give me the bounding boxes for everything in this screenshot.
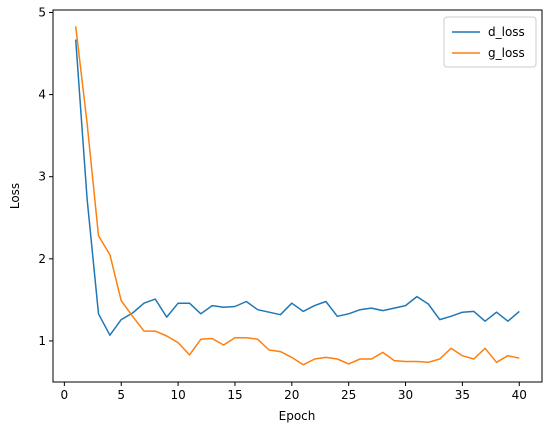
plot-lines: [74, 26, 520, 366]
x-tick-label: 0: [61, 388, 69, 402]
x-axis-label: Epoch: [279, 409, 316, 423]
x-tick-label: 15: [227, 388, 242, 402]
legend-label: g_loss: [488, 46, 525, 60]
x-axis-ticks: 0 5 10 15 20 25 30 35 40: [61, 382, 527, 402]
legend: d_loss g_loss: [443, 16, 537, 68]
y-tick-label: 4: [38, 88, 46, 102]
x-tick-label: 5: [117, 388, 125, 402]
series-line-g-loss: [74, 26, 520, 366]
y-tick-label: 1: [38, 334, 46, 348]
y-tick-label: 3: [38, 170, 46, 184]
x-tick-label: 40: [512, 388, 527, 402]
x-tick-label: 10: [170, 388, 185, 402]
y-tick-label: 2: [38, 252, 46, 266]
x-tick-label: 25: [341, 388, 356, 402]
x-tick-label: 30: [398, 388, 413, 402]
y-axis-ticks: 1 2 3 4 5: [38, 5, 53, 348]
x-tick-label: 20: [284, 388, 299, 402]
y-tick-label: 5: [38, 5, 46, 19]
series-line-d-loss: [74, 39, 520, 336]
x-tick-label: 35: [455, 388, 470, 402]
legend-label: d_loss: [488, 25, 525, 39]
legend-box: [443, 16, 537, 68]
plot-frame: [52, 9, 543, 383]
y-axis-label: Loss: [8, 183, 22, 209]
